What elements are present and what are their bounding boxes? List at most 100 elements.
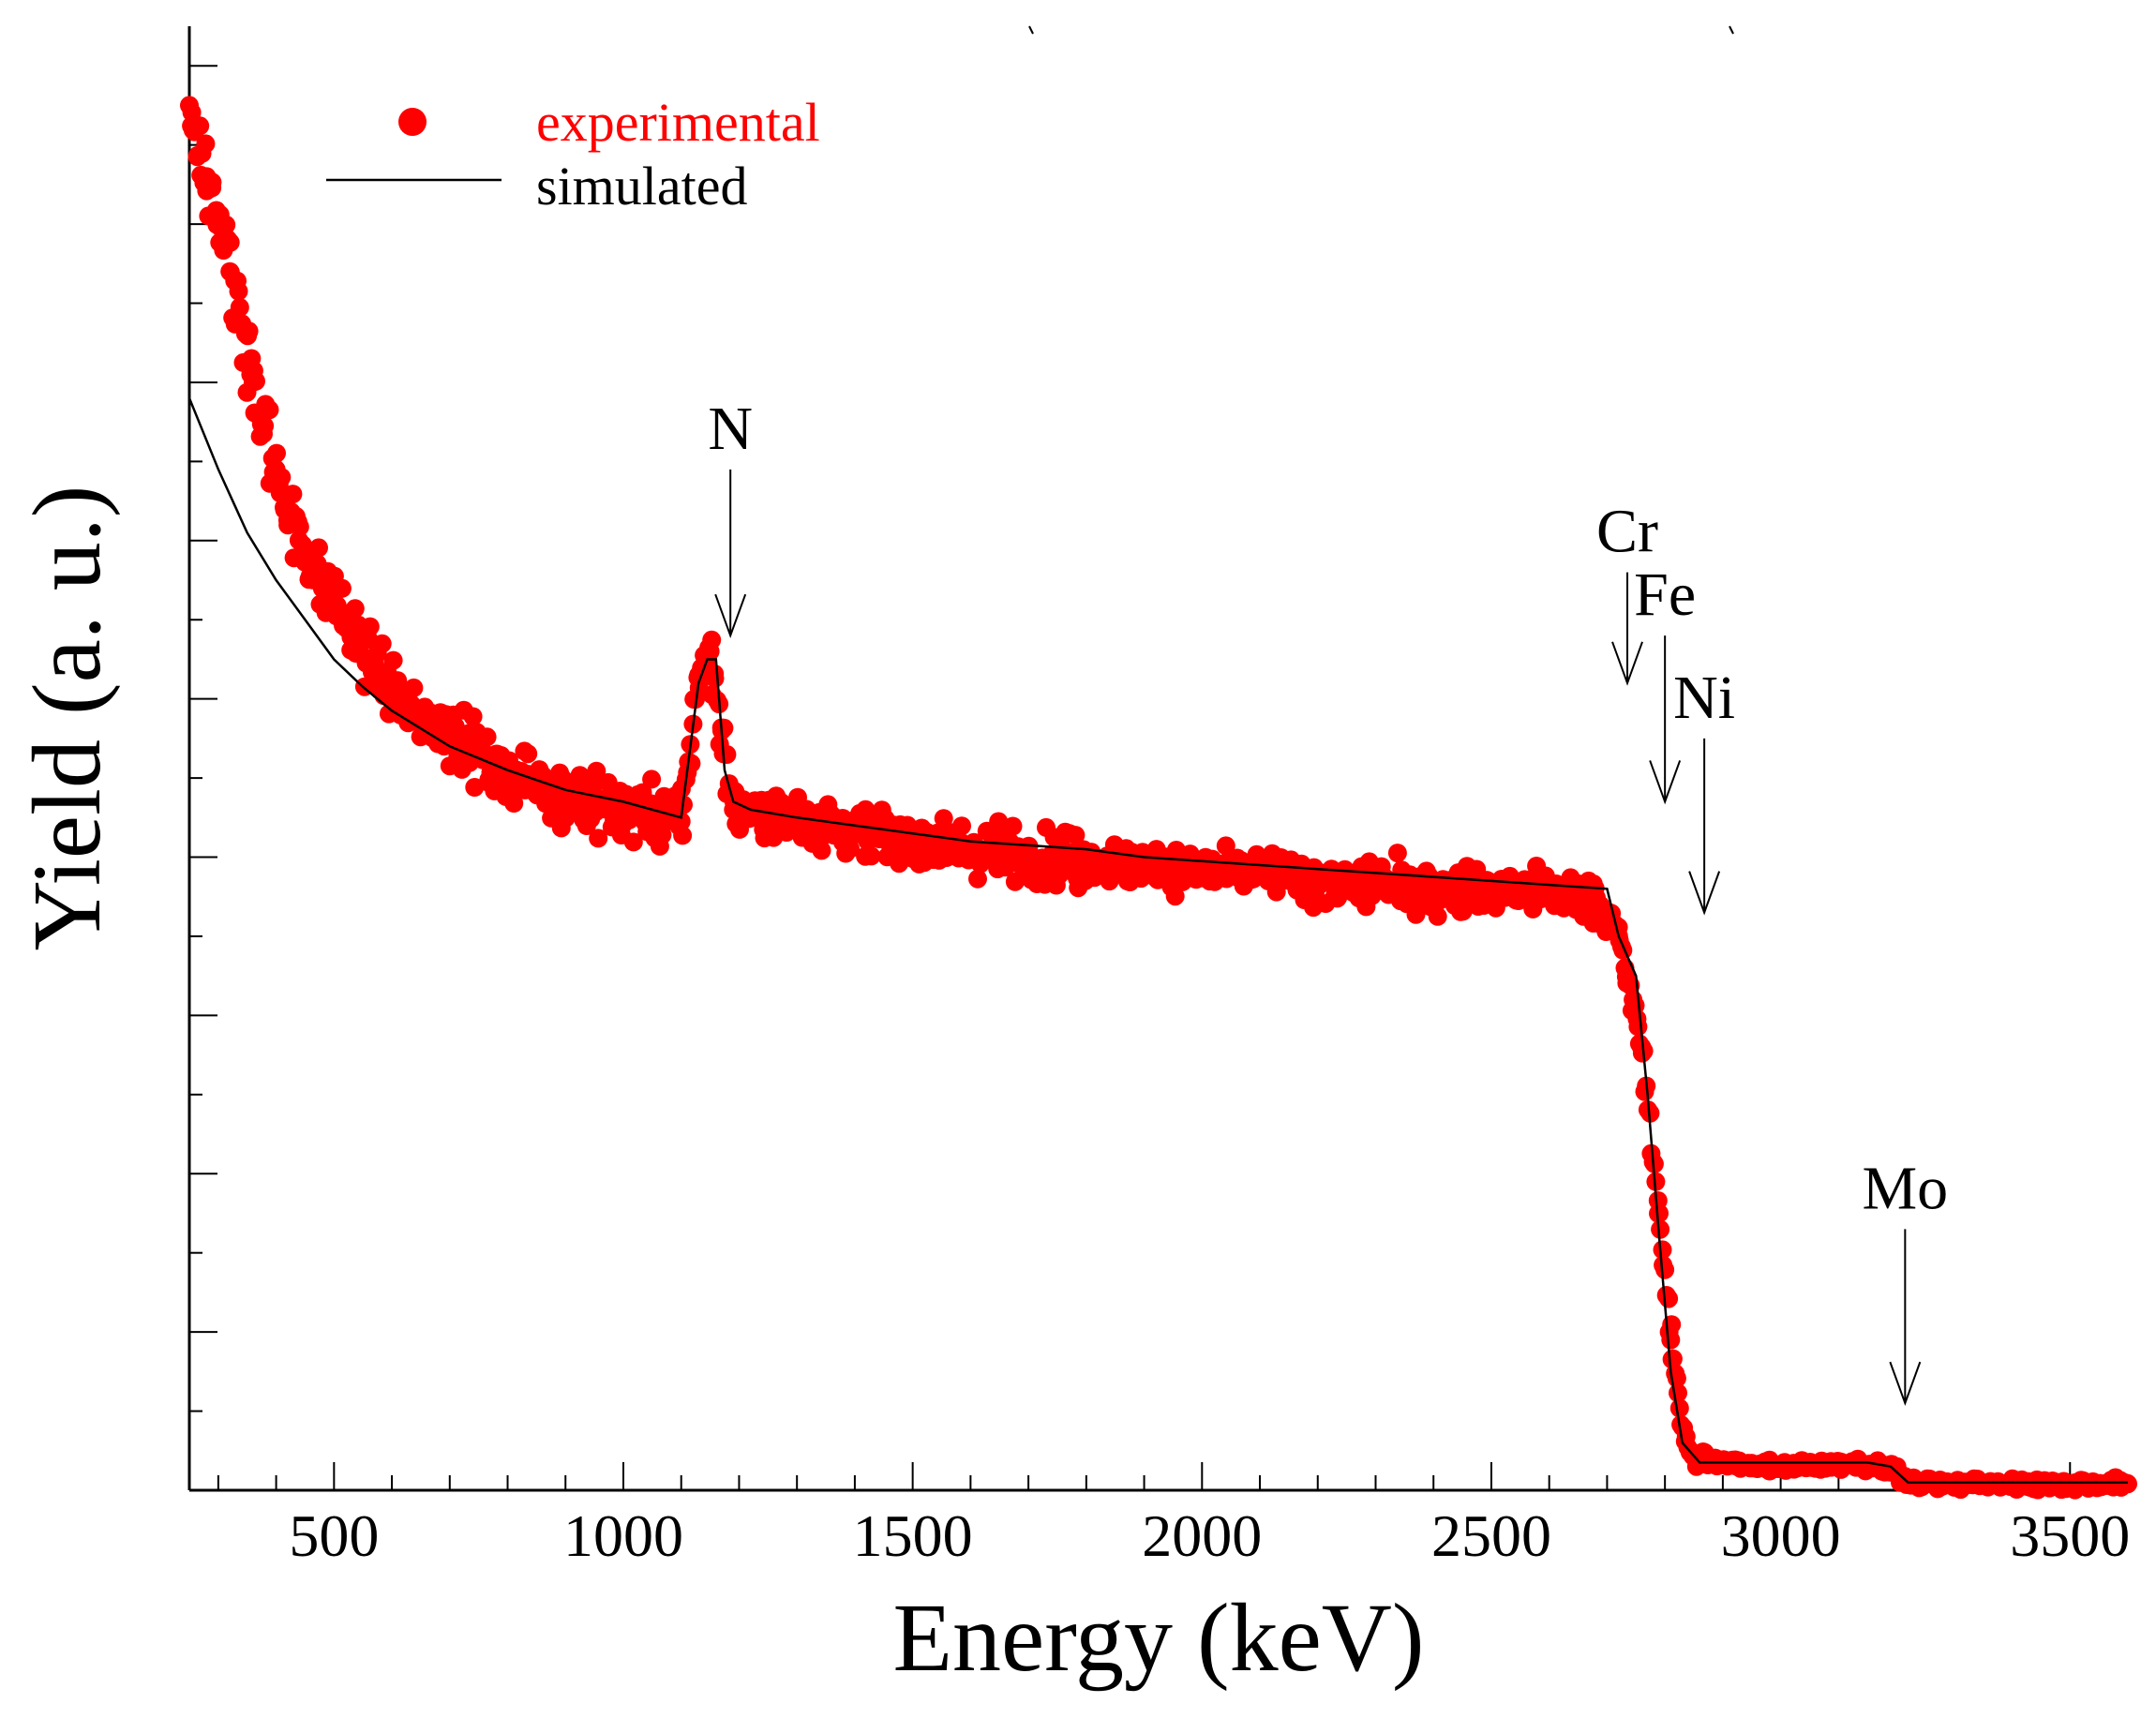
experimental-point bbox=[440, 721, 459, 740]
experimental-point bbox=[2060, 1474, 2080, 1494]
experimental-point bbox=[1621, 976, 1640, 995]
experimental-point bbox=[324, 594, 344, 614]
experimental-point bbox=[1539, 883, 1559, 903]
x-axis-ticks bbox=[217, 1462, 2129, 1490]
annotation-arrowhead-ni bbox=[1688, 871, 1721, 916]
x-tick-label: 1000 bbox=[563, 1502, 683, 1569]
experimental-point bbox=[625, 804, 645, 824]
experimental-point bbox=[1134, 856, 1154, 874]
x-tick-label: 2000 bbox=[1142, 1502, 1262, 1569]
y-axis-title: Yield (a. u.) bbox=[13, 486, 121, 951]
experimental-point bbox=[934, 809, 953, 829]
annotation-label-mo: Mo bbox=[1862, 1154, 1948, 1222]
experimental-point bbox=[681, 754, 701, 773]
experimental-point bbox=[903, 831, 922, 851]
annotation-label-fe: Fe bbox=[1634, 560, 1696, 629]
experimental-point bbox=[578, 792, 598, 812]
experimental-point bbox=[359, 650, 379, 669]
experimental-point bbox=[724, 799, 743, 819]
experimental-point bbox=[717, 745, 737, 764]
experimental-point bbox=[1019, 847, 1039, 867]
experimental-point bbox=[1672, 1417, 1692, 1437]
experimental-point bbox=[295, 546, 315, 566]
experimental-point bbox=[1655, 1260, 1675, 1279]
experimental-point bbox=[487, 760, 506, 780]
top-tick-mark bbox=[1729, 25, 1734, 35]
experimental-point bbox=[1651, 1219, 1670, 1239]
experimental-point bbox=[705, 668, 725, 688]
x-tick-label: 2500 bbox=[1431, 1502, 1551, 1569]
experimental-point bbox=[1669, 1398, 1689, 1418]
legend-label-experimental: experimental bbox=[536, 92, 820, 153]
annotation-arrowhead-fe bbox=[1649, 760, 1682, 805]
experimental-point bbox=[266, 459, 286, 479]
series-experimental bbox=[180, 96, 2137, 1500]
x-tick-label: 3000 bbox=[1721, 1502, 1841, 1569]
experimental-point bbox=[1165, 887, 1185, 906]
experimental-point bbox=[841, 839, 860, 859]
experimental-point bbox=[217, 215, 236, 234]
experimental-point bbox=[623, 832, 643, 852]
experimental-point bbox=[1424, 879, 1444, 899]
experimental-point bbox=[1366, 875, 1385, 895]
experimental-point bbox=[1628, 1017, 1648, 1037]
annotation-arrowhead-n bbox=[714, 593, 747, 639]
experimental-point bbox=[477, 727, 497, 747]
experimental-point bbox=[220, 261, 240, 281]
x-axis-tick-labels: 500 1000 1500 2000 2500 3000 3500 bbox=[289, 1502, 2130, 1569]
experimental-point bbox=[1428, 906, 1447, 926]
x-tick-label: 1500 bbox=[853, 1502, 973, 1569]
experimental-point bbox=[1387, 844, 1407, 863]
experimental-point bbox=[372, 634, 392, 653]
experimental-point bbox=[309, 538, 328, 558]
experimental-point bbox=[1066, 826, 1085, 845]
experimental-point bbox=[197, 167, 217, 187]
annotation-label-n: N bbox=[708, 395, 753, 463]
experimental-point bbox=[952, 816, 971, 836]
experimental-point bbox=[260, 400, 279, 420]
legend-label-simulated: simulated bbox=[536, 156, 748, 217]
experimental-point bbox=[243, 372, 262, 392]
x-tick-label: 500 bbox=[289, 1502, 379, 1569]
annotation-arrowhead-mo bbox=[1889, 1361, 1922, 1407]
experimental-point bbox=[787, 812, 807, 831]
experimental-point bbox=[345, 599, 365, 619]
experimental-point bbox=[267, 443, 286, 463]
experimental-point bbox=[180, 96, 199, 115]
experimental-point bbox=[230, 298, 249, 317]
experimental-point bbox=[700, 642, 720, 661]
experimental-point bbox=[1003, 816, 1023, 836]
experimental-point bbox=[465, 778, 485, 797]
annotation-label-cr: Cr bbox=[1596, 498, 1658, 566]
experimental-point bbox=[2119, 1474, 2137, 1494]
plot-frame bbox=[187, 25, 2128, 1492]
legend-marker-experimental bbox=[398, 108, 427, 136]
experimental-point bbox=[642, 769, 662, 789]
experimental-point bbox=[383, 650, 403, 670]
experimental-point bbox=[1858, 1456, 1878, 1474]
experimental-point bbox=[587, 761, 606, 781]
experimental-point bbox=[463, 707, 483, 726]
series-simulated bbox=[187, 397, 2128, 1484]
experimental-point bbox=[518, 744, 538, 764]
experimental-point bbox=[283, 485, 303, 504]
experimental-point bbox=[1308, 871, 1327, 890]
experimental-point bbox=[961, 840, 981, 859]
experimental-point bbox=[673, 826, 693, 845]
experimental-point bbox=[504, 794, 524, 813]
simulated-curve bbox=[187, 397, 2128, 1484]
experimental-point bbox=[255, 416, 275, 436]
experimental-point bbox=[812, 841, 831, 860]
experimental-point bbox=[1944, 1474, 1964, 1494]
experimental-point bbox=[239, 321, 259, 341]
legend: experimental simulated bbox=[326, 92, 820, 217]
experimental-point bbox=[1406, 904, 1426, 924]
annotation-label-ni: Ni bbox=[1673, 664, 1735, 732]
experimental-point bbox=[1192, 859, 1212, 879]
experimental-point bbox=[1650, 1203, 1669, 1223]
experimental-point bbox=[1482, 879, 1501, 899]
experimental-point bbox=[229, 281, 248, 301]
experimental-point bbox=[1742, 1456, 1761, 1474]
experimental-point bbox=[1644, 1154, 1664, 1173]
